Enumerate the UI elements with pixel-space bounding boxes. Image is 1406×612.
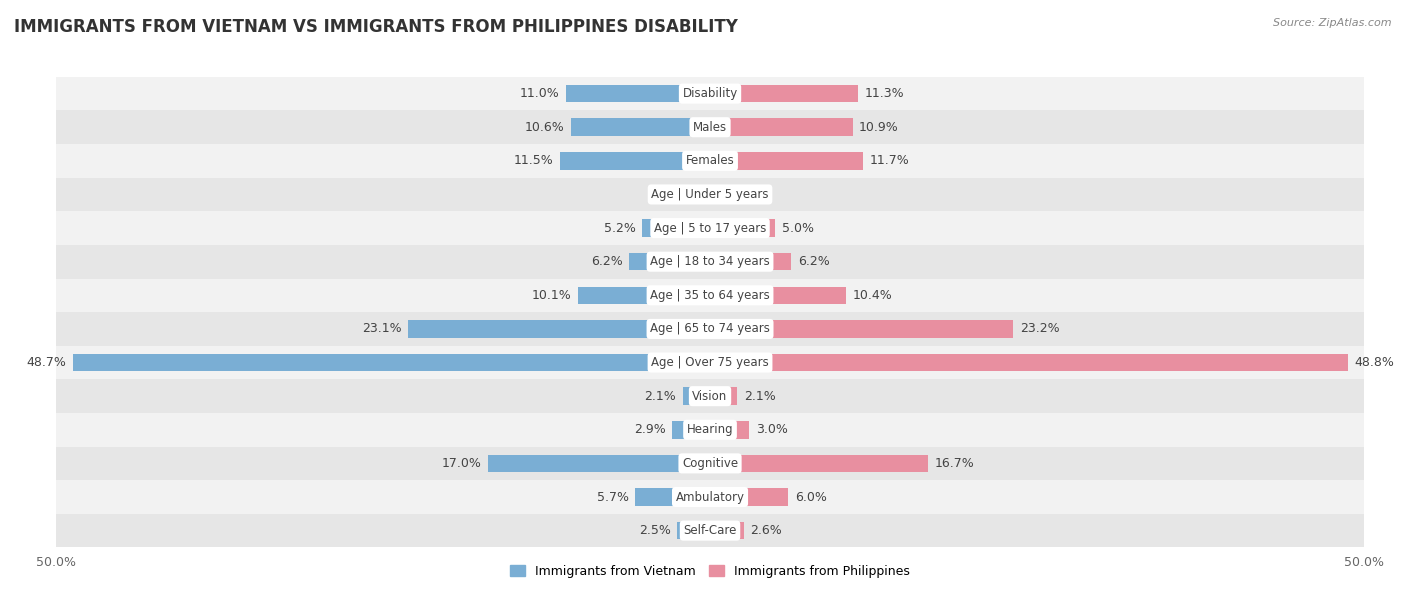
Text: Males: Males [693,121,727,134]
Text: 3.0%: 3.0% [756,424,787,436]
Bar [636,488,710,506]
Bar [710,387,738,405]
Bar [643,219,710,237]
Bar [710,152,863,170]
Text: Females: Females [686,154,734,167]
Bar [710,253,792,271]
Text: 2.9%: 2.9% [634,424,665,436]
Bar [56,110,1364,144]
Text: Source: ZipAtlas.com: Source: ZipAtlas.com [1274,18,1392,28]
Bar [696,185,710,203]
Text: 10.6%: 10.6% [524,121,565,134]
Bar [672,421,710,439]
Bar [710,85,858,102]
Text: 2.6%: 2.6% [751,524,782,537]
Bar [628,253,710,271]
Bar [56,312,1364,346]
Bar [560,152,710,170]
Text: Age | 65 to 74 years: Age | 65 to 74 years [650,323,770,335]
Bar [56,278,1364,312]
Text: 48.7%: 48.7% [27,356,66,369]
Bar [710,354,1348,371]
Text: 2.5%: 2.5% [638,524,671,537]
Bar [710,455,928,472]
Bar [710,119,852,136]
Bar [56,177,1364,211]
Text: Vision: Vision [692,390,728,403]
Text: Age | 35 to 64 years: Age | 35 to 64 years [650,289,770,302]
Text: 5.7%: 5.7% [598,490,628,504]
Text: 48.8%: 48.8% [1354,356,1395,369]
Bar [710,185,725,203]
Text: 17.0%: 17.0% [441,457,481,470]
Bar [567,85,710,102]
Text: 2.1%: 2.1% [744,390,776,403]
Text: Age | 5 to 17 years: Age | 5 to 17 years [654,222,766,234]
Text: 10.1%: 10.1% [531,289,571,302]
Text: 5.0%: 5.0% [782,222,814,234]
Bar [56,211,1364,245]
Text: IMMIGRANTS FROM VIETNAM VS IMMIGRANTS FROM PHILIPPINES DISABILITY: IMMIGRANTS FROM VIETNAM VS IMMIGRANTS FR… [14,18,738,36]
Bar [678,522,710,539]
Bar [710,522,744,539]
Text: 16.7%: 16.7% [935,457,974,470]
Bar [56,379,1364,413]
Bar [73,354,710,371]
Text: 23.1%: 23.1% [361,323,402,335]
Bar [682,387,710,405]
Bar [56,245,1364,278]
Text: Ambulatory: Ambulatory [675,490,745,504]
Text: 2.1%: 2.1% [644,390,676,403]
Text: Age | Over 75 years: Age | Over 75 years [651,356,769,369]
Bar [56,480,1364,514]
Text: 1.1%: 1.1% [658,188,689,201]
Text: Hearing: Hearing [686,424,734,436]
Text: Age | Under 5 years: Age | Under 5 years [651,188,769,201]
Text: 23.2%: 23.2% [1019,323,1060,335]
Text: 11.3%: 11.3% [865,87,904,100]
Bar [56,413,1364,447]
Text: 5.2%: 5.2% [603,222,636,234]
Bar [710,320,1014,338]
Bar [710,219,776,237]
Bar [710,488,789,506]
Text: 6.0%: 6.0% [794,490,827,504]
Bar [56,514,1364,548]
Bar [710,286,846,304]
Text: Age | 18 to 34 years: Age | 18 to 34 years [650,255,770,268]
Text: 11.7%: 11.7% [869,154,910,167]
Text: Cognitive: Cognitive [682,457,738,470]
Bar [56,346,1364,379]
Bar [408,320,710,338]
Text: 6.2%: 6.2% [797,255,830,268]
Text: 11.5%: 11.5% [513,154,553,167]
Bar [578,286,710,304]
Bar [710,421,749,439]
Text: 6.2%: 6.2% [591,255,623,268]
Bar [488,455,710,472]
Text: 10.4%: 10.4% [852,289,893,302]
Text: 1.2%: 1.2% [733,188,763,201]
Bar [56,76,1364,110]
Legend: Immigrants from Vietnam, Immigrants from Philippines: Immigrants from Vietnam, Immigrants from… [506,560,914,583]
Text: 11.0%: 11.0% [520,87,560,100]
Bar [571,119,710,136]
Text: Disability: Disability [682,87,738,100]
Text: 10.9%: 10.9% [859,121,898,134]
Bar [56,447,1364,480]
Text: Self-Care: Self-Care [683,524,737,537]
Bar [56,144,1364,177]
